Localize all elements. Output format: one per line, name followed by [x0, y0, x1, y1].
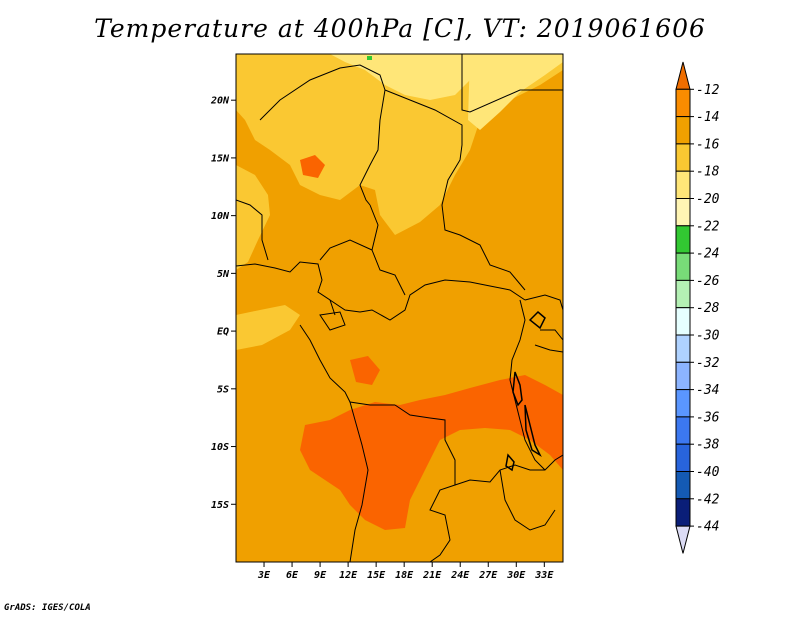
- lon-label: 18E: [395, 570, 414, 581]
- colorbar-swatch: [675, 361, 691, 391]
- field-warm-green-dot: [367, 56, 372, 60]
- colorbar-swatch: [675, 170, 691, 199]
- colorbar-swatch: [675, 307, 691, 336]
- lat-label: 5S: [217, 384, 229, 395]
- lakes: [505, 310, 546, 472]
- colorbar-label: -12: [696, 83, 720, 98]
- lon-label: 6E: [286, 570, 299, 581]
- lat-label: 15S: [211, 500, 229, 511]
- colorbar-swatch: [675, 143, 691, 172]
- colorbar-label: -42: [696, 492, 720, 507]
- temperature-field: [236, 54, 563, 562]
- colorbar-label: -16: [696, 137, 720, 152]
- lon-label: 30E: [506, 570, 526, 581]
- map-title: Temperature at 400hPa [C], VT: 201906160…: [94, 14, 706, 43]
- colorbar-arrow-bottom: [675, 525, 691, 554]
- colorbar-label: -20: [696, 192, 720, 207]
- lon-label: 9E: [314, 570, 327, 581]
- colorbar-swatch: [675, 198, 691, 227]
- map-frame: [235, 53, 564, 563]
- lon-label: 15E: [367, 570, 386, 581]
- field-cool-coast: [236, 305, 300, 350]
- lat-label: 20N: [210, 96, 230, 107]
- colorbar-label: -22: [696, 219, 720, 234]
- colorbar-label: -38: [696, 438, 720, 453]
- lat-label: EQ: [217, 327, 229, 338]
- colorbar-swatch: [675, 334, 691, 363]
- colorbar-swatch: [675, 416, 691, 445]
- colorbar-swatch: [675, 225, 691, 254]
- field-warm-north-patch: [300, 155, 325, 178]
- colorbar-label: -30: [696, 329, 720, 344]
- lat-label: 15N: [211, 153, 230, 164]
- country-borders: [236, 54, 563, 562]
- lat-label: 10N: [211, 211, 230, 222]
- field-coolest-north: [330, 54, 470, 100]
- colorbar-swatch: [675, 443, 691, 473]
- colorbar-label: -28: [696, 301, 720, 316]
- colorbar-label: -18: [696, 165, 720, 180]
- colorbar-label: -32: [696, 356, 720, 371]
- colorbar-swatch: [675, 88, 691, 118]
- colorbar-label: -44: [696, 520, 719, 535]
- colorbar-swatch: [675, 471, 691, 500]
- colorbar-swatch: [675, 389, 691, 418]
- lon-label: 21E: [422, 570, 442, 581]
- colorbar-label: -40: [696, 465, 720, 480]
- colorbar-swatch: [675, 252, 691, 281]
- colorbar-swatch: [675, 498, 691, 527]
- colorbar: -12 -14 -16 -18 -20 -22 -24 -26 -28 -30 -32 -34 -36 -…: [675, 61, 720, 554]
- colorbar-swatch: [675, 116, 691, 145]
- lat-label: 10S: [211, 442, 229, 453]
- latitude-axis: 20N 15N 10N 5N EQ 5S 10S 15S: [210, 96, 236, 511]
- colorbar-arrow-top: [675, 61, 691, 90]
- colorbar-label: -36: [696, 410, 720, 425]
- grads-credit: GrADS: IGES/COLA: [4, 603, 91, 613]
- longitude-axis: 3E 6E 9E 12E 15E 18E 21E 24E 27E 30E 33E: [257, 562, 554, 581]
- lon-label: 27E: [478, 570, 498, 581]
- colorbar-label: -26: [696, 274, 720, 289]
- field-warm-mid: [350, 356, 380, 385]
- colorbar-swatch: [675, 279, 691, 309]
- lat-label: 5N: [217, 269, 230, 280]
- lon-label: 12E: [339, 570, 358, 581]
- lon-label: 3E: [257, 570, 271, 581]
- colorbar-label: -24: [696, 247, 719, 262]
- field-warm-south: [300, 375, 563, 530]
- field-cool-west: [236, 165, 270, 270]
- colorbar-label: -14: [696, 110, 719, 125]
- colorbar-label: -34: [696, 383, 719, 398]
- lon-label: 33E: [534, 570, 554, 581]
- lon-label: 24E: [450, 570, 470, 581]
